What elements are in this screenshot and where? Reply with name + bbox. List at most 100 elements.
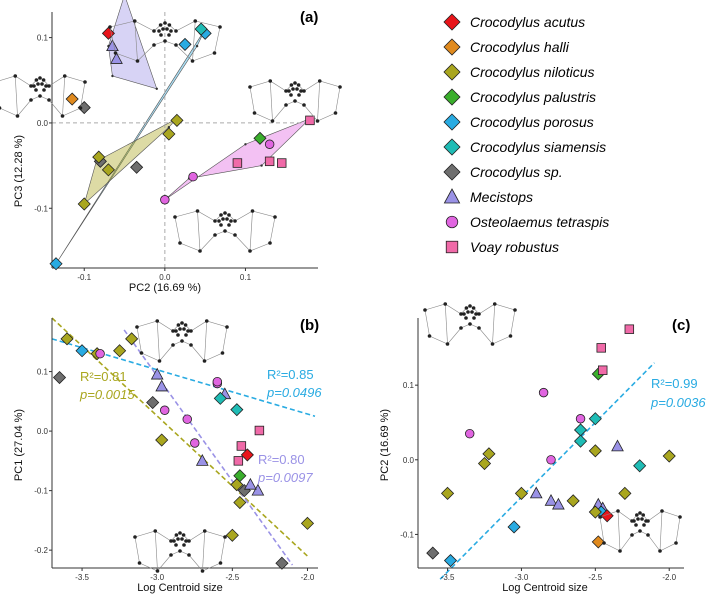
x-tick-label: -0.1 bbox=[77, 273, 91, 282]
hull-mecistops bbox=[108, 0, 158, 90]
landmark bbox=[169, 29, 173, 33]
legend-label-niloticus: Crocodylus niloticus bbox=[470, 64, 595, 80]
panel-b-r2-niloticus: R²=0.81 bbox=[80, 369, 127, 384]
legend-marker-niloticus bbox=[443, 63, 461, 81]
landmark bbox=[178, 549, 182, 553]
panel-a-ylabel: PC3 (12.28 %) bbox=[13, 135, 25, 207]
point-sp bbox=[426, 546, 440, 560]
landmark bbox=[174, 329, 178, 333]
landmark bbox=[173, 215, 177, 219]
landmark bbox=[218, 561, 223, 565]
landmark bbox=[490, 342, 495, 346]
landmark bbox=[468, 322, 472, 326]
landmark bbox=[204, 319, 209, 323]
point-palustris bbox=[253, 131, 267, 145]
landmark bbox=[219, 223, 223, 227]
landmark bbox=[225, 325, 229, 329]
point-voay bbox=[233, 456, 244, 466]
landmark bbox=[176, 333, 180, 337]
legend-label-acutus: Crocodylus acutus bbox=[470, 14, 585, 30]
landmark bbox=[296, 83, 301, 87]
landmark bbox=[646, 533, 650, 537]
hull-vertex bbox=[167, 126, 171, 129]
landmark bbox=[155, 319, 160, 323]
landmark bbox=[195, 209, 200, 213]
landmark bbox=[284, 89, 288, 93]
point-osteolaemus bbox=[95, 348, 105, 359]
landmark bbox=[270, 119, 275, 123]
skull-strut bbox=[134, 20, 138, 62]
point-mecistops bbox=[244, 477, 257, 490]
point-osteolaemus bbox=[575, 414, 586, 424]
landmark bbox=[315, 119, 320, 123]
landmark bbox=[630, 533, 634, 537]
point-acutus bbox=[101, 26, 115, 40]
x-tick-label: 0.1 bbox=[240, 273, 252, 282]
point-siamensis bbox=[588, 412, 602, 426]
point-niloticus bbox=[482, 447, 496, 461]
landmark bbox=[678, 515, 682, 519]
landmark bbox=[184, 539, 188, 543]
point-mecistops bbox=[529, 486, 543, 499]
point-niloticus bbox=[113, 344, 127, 358]
skull-strut bbox=[204, 320, 208, 362]
landmark bbox=[229, 219, 233, 223]
landmark bbox=[113, 51, 118, 55]
landmark bbox=[38, 94, 42, 98]
legend-marker-palustris bbox=[443, 88, 461, 106]
point-sp bbox=[275, 556, 289, 570]
panel-b-p-niloticus: p=0.0015 bbox=[79, 387, 135, 402]
point-siamensis bbox=[230, 403, 244, 417]
landmark bbox=[248, 249, 252, 253]
point-niloticus bbox=[230, 478, 244, 492]
landmark bbox=[632, 519, 636, 523]
landmark bbox=[233, 233, 237, 237]
skull-strut bbox=[617, 510, 621, 552]
skull-strut bbox=[62, 75, 66, 117]
landmark bbox=[167, 23, 172, 27]
point-mecistops bbox=[106, 39, 119, 52]
landmark bbox=[155, 569, 160, 573]
point-acutus bbox=[600, 509, 614, 523]
panel-a-xlabel: PC2 (16.69 %) bbox=[129, 282, 201, 294]
point-siamensis bbox=[194, 22, 208, 36]
landmark bbox=[287, 89, 291, 93]
landmark bbox=[172, 539, 176, 543]
point-siamensis bbox=[573, 434, 588, 448]
landmark bbox=[477, 312, 481, 316]
skull-strut bbox=[269, 80, 273, 122]
point-mecistops bbox=[150, 367, 164, 380]
panel-c-p: p=0.0036 bbox=[650, 395, 706, 410]
point-osteolaemus bbox=[546, 455, 556, 465]
landmark bbox=[153, 529, 158, 533]
landmark bbox=[299, 89, 303, 93]
point-porosus bbox=[75, 344, 89, 358]
skull-strut bbox=[249, 210, 253, 252]
point-niloticus bbox=[566, 494, 580, 508]
legend-label-osteolaemus: Osteolaemus tetraspis bbox=[470, 214, 609, 230]
x-tick-label: -2.0 bbox=[662, 573, 676, 582]
landmark bbox=[295, 87, 299, 91]
landmark bbox=[171, 329, 175, 333]
legend-marker-halli bbox=[443, 38, 461, 56]
x-tick-label: -3.5 bbox=[75, 573, 89, 582]
landmark bbox=[660, 509, 664, 513]
landmark bbox=[641, 513, 645, 517]
point-niloticus bbox=[588, 444, 602, 458]
landmark bbox=[32, 84, 36, 88]
point-voay bbox=[305, 115, 315, 126]
landmark bbox=[217, 219, 221, 223]
landmark bbox=[423, 308, 427, 312]
point-voay bbox=[596, 343, 606, 353]
landmark bbox=[638, 529, 642, 533]
point-voay bbox=[236, 441, 247, 451]
landmark bbox=[459, 312, 463, 316]
landmark bbox=[492, 302, 497, 306]
panel-c-xlabel: Log Centroid size bbox=[502, 582, 588, 594]
landmark bbox=[108, 25, 112, 29]
landmark bbox=[40, 82, 44, 86]
landmark bbox=[169, 539, 173, 543]
landmark bbox=[174, 543, 178, 547]
legend-marker-voay bbox=[445, 240, 459, 254]
point-niloticus bbox=[77, 197, 91, 211]
